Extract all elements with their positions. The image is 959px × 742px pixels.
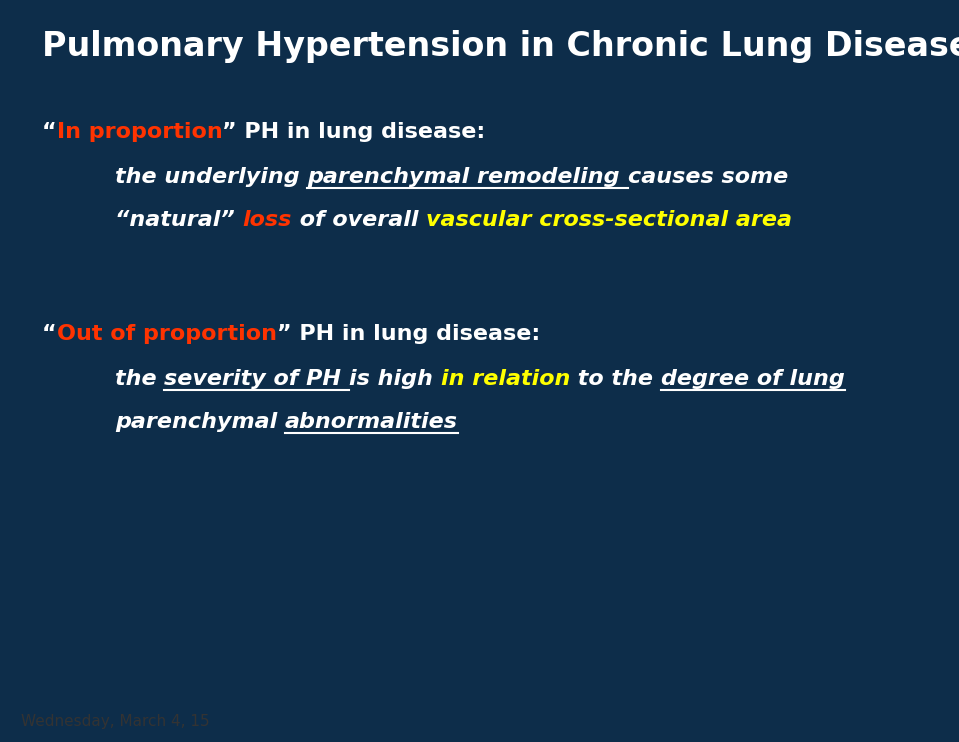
- Text: of overall: of overall: [292, 210, 426, 230]
- Text: vascular cross-sectional area: vascular cross-sectional area: [426, 210, 792, 230]
- Text: ” PH in lung disease:: ” PH in lung disease:: [276, 324, 540, 344]
- Text: Wednesday, March 4, 15: Wednesday, March 4, 15: [21, 714, 210, 729]
- Text: loss: loss: [243, 210, 292, 230]
- Text: In proportion: In proportion: [57, 122, 222, 142]
- Text: Out of proportion: Out of proportion: [57, 324, 276, 344]
- Text: parenchymal remodeling: parenchymal remodeling: [308, 167, 627, 187]
- Text: abnormalities: abnormalities: [285, 412, 458, 432]
- Text: ” PH in lung disease:: ” PH in lung disease:: [222, 122, 485, 142]
- Text: severity of PH: severity of PH: [164, 369, 349, 389]
- Text: Pulmonary Hypertension in Chronic Lung Disease: Pulmonary Hypertension in Chronic Lung D…: [42, 30, 959, 63]
- Text: “: “: [42, 324, 57, 344]
- Text: in relation: in relation: [441, 369, 570, 389]
- Text: parenchymal: parenchymal: [115, 412, 285, 432]
- Text: is high: is high: [349, 369, 441, 389]
- Text: “: “: [42, 122, 57, 142]
- Text: to the: to the: [570, 369, 661, 389]
- Text: degree of lung: degree of lung: [661, 369, 845, 389]
- Text: the: the: [115, 369, 164, 389]
- Text: “natural”: “natural”: [115, 210, 243, 230]
- Text: the underlying: the underlying: [115, 167, 308, 187]
- Text: causes some: causes some: [627, 167, 788, 187]
